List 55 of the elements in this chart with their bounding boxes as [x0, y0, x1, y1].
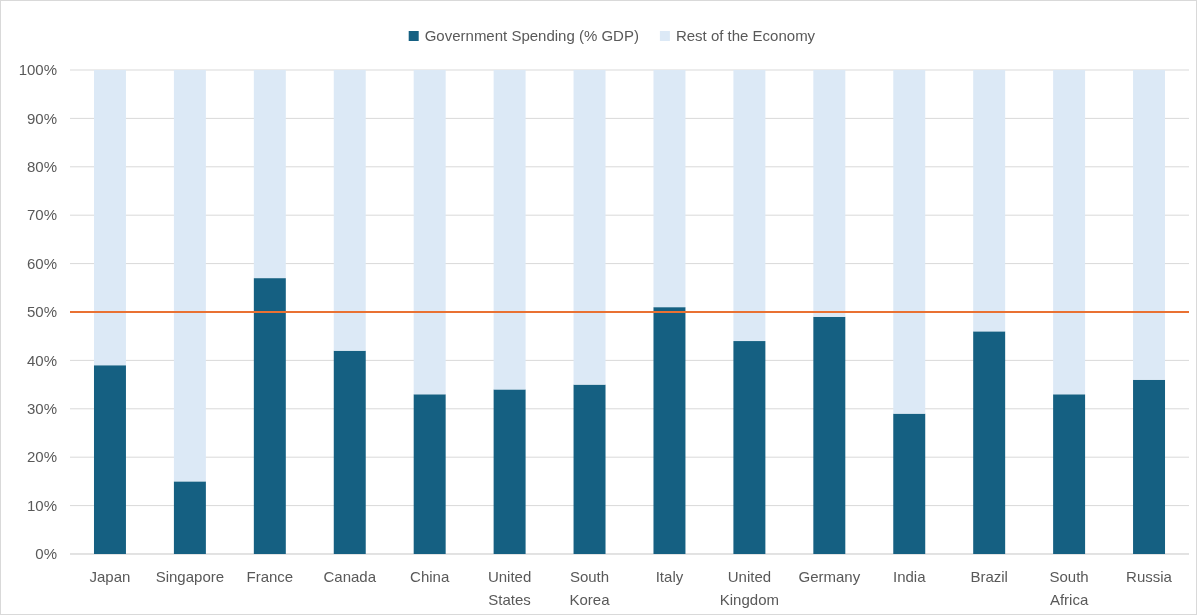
bar — [93, 365, 126, 554]
x-tick-label: China — [410, 568, 450, 585]
x-tick-label: Brazil — [970, 568, 1008, 585]
bar — [973, 331, 1006, 554]
bar — [493, 389, 526, 554]
y-tick-label: 100% — [18, 61, 57, 79]
y-tick-label: 60% — [26, 254, 57, 272]
bar — [1053, 70, 1086, 395]
bar — [493, 70, 526, 390]
bar — [253, 278, 286, 554]
bar — [413, 394, 446, 554]
bar — [813, 316, 846, 554]
x-tick-label: India — [892, 568, 927, 585]
bar — [733, 70, 766, 342]
y-tick-label: 10% — [26, 496, 57, 514]
legend-label: Government Spending (% GDP) — [424, 27, 639, 45]
x-tick-label: Singapore — [155, 568, 225, 585]
x-tick-label: South Korea — [569, 568, 611, 608]
bar — [813, 70, 846, 317]
bar — [1053, 394, 1086, 554]
x-tick-label: France — [246, 568, 294, 585]
x-tick-label: United Kingdom — [719, 568, 779, 608]
bar — [653, 307, 686, 554]
bar — [413, 70, 446, 395]
bar — [253, 70, 286, 279]
x-tick-label: United States — [487, 568, 532, 608]
bar — [893, 70, 926, 414]
bar — [1133, 379, 1166, 554]
x-tick-label: Italy — [655, 568, 684, 585]
bar — [573, 384, 606, 554]
bar — [333, 70, 366, 351]
bar — [173, 481, 206, 554]
bar — [1133, 70, 1166, 380]
bar — [573, 70, 606, 385]
x-tick-label: Germany — [798, 568, 861, 585]
x-tick-label: Russia — [1126, 568, 1173, 585]
x-tick-label: South Africa — [1049, 568, 1089, 608]
legend-label: Rest of the Economy — [675, 27, 816, 45]
bar — [733, 341, 766, 554]
y-tick-label: 40% — [26, 351, 57, 369]
bar — [653, 70, 686, 308]
bar — [893, 413, 926, 554]
y-tick-label: 90% — [26, 109, 57, 127]
y-tick-label: 70% — [26, 206, 57, 224]
bar — [973, 70, 1006, 332]
y-tick-label: 50% — [26, 303, 57, 321]
bar — [93, 70, 126, 366]
y-tick-label: 0% — [35, 545, 57, 563]
y-tick-label: 80% — [26, 158, 57, 176]
x-tick-label: Canada — [323, 568, 377, 585]
bar — [173, 70, 206, 482]
bar — [333, 350, 366, 554]
y-tick-label: 20% — [26, 448, 57, 466]
x-tick-label: Japan — [89, 568, 131, 585]
y-tick-label: 30% — [26, 400, 57, 418]
